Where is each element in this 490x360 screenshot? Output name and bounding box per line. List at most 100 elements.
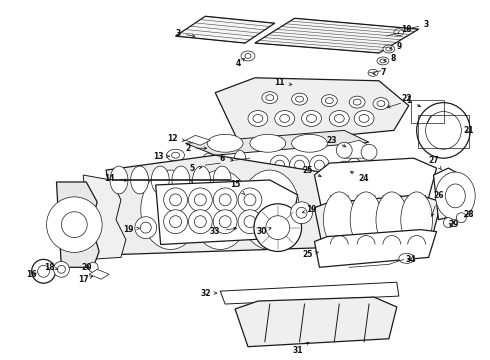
Text: 29: 29	[448, 220, 459, 229]
Ellipse shape	[254, 204, 301, 251]
Ellipse shape	[334, 114, 344, 122]
Ellipse shape	[377, 57, 389, 65]
Ellipse shape	[426, 112, 461, 149]
Polygon shape	[255, 18, 418, 53]
Text: 16: 16	[26, 270, 37, 279]
Ellipse shape	[329, 111, 349, 126]
Ellipse shape	[321, 95, 337, 107]
Text: 7: 7	[373, 68, 386, 77]
Text: 31: 31	[293, 342, 309, 355]
Text: 1: 1	[387, 96, 411, 108]
Text: 25: 25	[302, 250, 318, 259]
Ellipse shape	[244, 216, 256, 228]
Ellipse shape	[337, 161, 351, 175]
Polygon shape	[156, 180, 297, 244]
Ellipse shape	[301, 111, 321, 126]
Ellipse shape	[234, 150, 246, 170]
Text: 33: 33	[210, 227, 237, 236]
Polygon shape	[434, 168, 470, 220]
Text: 5: 5	[190, 163, 202, 172]
Ellipse shape	[170, 194, 181, 206]
Text: 11: 11	[274, 78, 292, 87]
Ellipse shape	[399, 253, 415, 264]
Ellipse shape	[291, 202, 313, 224]
Ellipse shape	[443, 218, 453, 228]
Polygon shape	[215, 78, 409, 145]
Ellipse shape	[350, 192, 382, 247]
Ellipse shape	[377, 100, 385, 107]
Ellipse shape	[245, 54, 251, 58]
Ellipse shape	[359, 114, 369, 122]
Ellipse shape	[315, 160, 324, 170]
Ellipse shape	[445, 184, 466, 208]
Ellipse shape	[292, 93, 308, 105]
Text: 24: 24	[350, 171, 369, 183]
Ellipse shape	[275, 160, 285, 170]
Text: 27: 27	[428, 156, 441, 170]
Ellipse shape	[213, 210, 237, 234]
Ellipse shape	[291, 81, 298, 86]
Polygon shape	[106, 155, 354, 255]
Ellipse shape	[401, 192, 433, 247]
Ellipse shape	[193, 166, 211, 194]
Ellipse shape	[351, 162, 358, 168]
Ellipse shape	[296, 207, 307, 218]
Polygon shape	[83, 175, 126, 260]
Ellipse shape	[88, 262, 98, 272]
Ellipse shape	[240, 170, 299, 249]
Ellipse shape	[373, 98, 389, 109]
Text: 32: 32	[200, 289, 217, 298]
Ellipse shape	[262, 92, 278, 104]
Text: 4: 4	[235, 58, 245, 68]
Ellipse shape	[53, 261, 70, 277]
Ellipse shape	[325, 98, 333, 104]
Text: 28: 28	[463, 210, 473, 219]
Ellipse shape	[266, 95, 274, 100]
Ellipse shape	[170, 216, 181, 228]
Ellipse shape	[347, 158, 361, 172]
Text: 26: 26	[431, 192, 444, 216]
Ellipse shape	[201, 153, 215, 177]
Ellipse shape	[195, 194, 206, 206]
Ellipse shape	[349, 96, 365, 108]
Polygon shape	[56, 182, 99, 267]
Ellipse shape	[295, 96, 303, 102]
Ellipse shape	[270, 155, 290, 175]
Polygon shape	[89, 269, 109, 279]
Polygon shape	[175, 16, 275, 43]
Text: 25: 25	[302, 166, 321, 176]
Ellipse shape	[327, 165, 341, 179]
Ellipse shape	[244, 194, 256, 206]
Ellipse shape	[57, 265, 65, 273]
Text: 30: 30	[257, 227, 271, 236]
Text: 6: 6	[220, 154, 234, 163]
Ellipse shape	[310, 155, 329, 175]
Text: 12: 12	[167, 134, 185, 143]
Polygon shape	[235, 297, 397, 347]
Text: 18: 18	[44, 263, 58, 272]
Ellipse shape	[275, 111, 294, 126]
Ellipse shape	[219, 194, 231, 206]
Ellipse shape	[288, 79, 301, 89]
Text: 19: 19	[123, 225, 140, 234]
Ellipse shape	[456, 213, 466, 223]
Ellipse shape	[219, 216, 231, 228]
Ellipse shape	[353, 99, 361, 105]
Polygon shape	[185, 130, 369, 155]
Ellipse shape	[238, 210, 262, 234]
Ellipse shape	[250, 134, 286, 152]
Ellipse shape	[189, 210, 212, 234]
Polygon shape	[339, 140, 374, 158]
Ellipse shape	[280, 114, 290, 122]
Polygon shape	[315, 195, 441, 242]
Ellipse shape	[172, 152, 179, 158]
Ellipse shape	[164, 188, 188, 212]
Ellipse shape	[164, 210, 188, 234]
Ellipse shape	[207, 134, 243, 152]
Text: 8: 8	[384, 54, 395, 63]
Ellipse shape	[354, 111, 374, 126]
Polygon shape	[315, 158, 437, 208]
Ellipse shape	[241, 51, 255, 61]
Ellipse shape	[167, 149, 184, 161]
Ellipse shape	[213, 188, 237, 212]
